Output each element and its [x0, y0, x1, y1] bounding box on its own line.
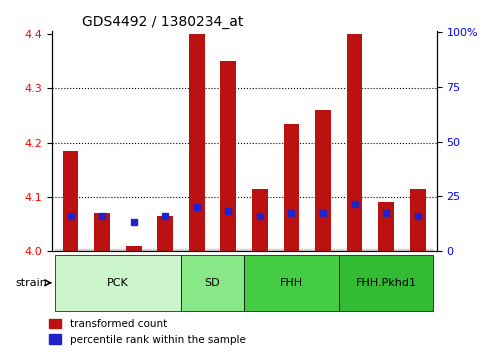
Text: GDS4492 / 1380234_at: GDS4492 / 1380234_at — [82, 15, 244, 29]
Text: PCK: PCK — [107, 278, 129, 288]
Bar — [402, 249, 433, 251]
Bar — [189, 34, 205, 251]
Bar — [307, 249, 339, 251]
Bar — [378, 202, 394, 251]
Bar — [370, 249, 402, 251]
Text: FHH.Pkhd1: FHH.Pkhd1 — [355, 278, 417, 288]
Bar — [181, 249, 212, 251]
FancyBboxPatch shape — [181, 255, 244, 311]
FancyBboxPatch shape — [339, 255, 433, 311]
Bar — [63, 151, 78, 251]
Bar — [94, 213, 110, 251]
Bar — [252, 189, 268, 251]
Bar — [315, 110, 331, 251]
Text: FHH: FHH — [280, 278, 303, 288]
Bar — [118, 249, 149, 251]
Text: strain: strain — [15, 278, 47, 288]
Bar — [276, 249, 307, 251]
Bar — [410, 189, 425, 251]
FancyBboxPatch shape — [55, 255, 181, 311]
Bar — [126, 246, 141, 251]
Bar — [149, 249, 181, 251]
FancyBboxPatch shape — [244, 255, 339, 311]
Bar — [157, 216, 173, 251]
Bar — [86, 249, 118, 251]
Bar — [283, 124, 299, 251]
Bar — [220, 61, 236, 251]
Legend: transformed count, percentile rank within the sample: transformed count, percentile rank withi… — [45, 315, 249, 349]
Bar — [347, 34, 362, 251]
Bar — [55, 249, 86, 251]
Bar — [244, 249, 276, 251]
Bar — [212, 249, 244, 251]
Bar — [339, 249, 370, 251]
Text: SD: SD — [205, 278, 220, 288]
